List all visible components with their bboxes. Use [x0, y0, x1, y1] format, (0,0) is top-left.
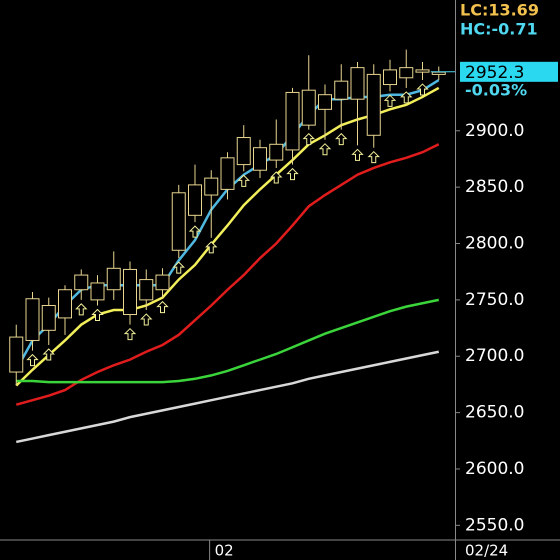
candle-body: [415, 69, 430, 73]
signal-arrow: [26, 353, 39, 367]
signal-arrow: [270, 171, 283, 184]
candle-body: [74, 274, 89, 291]
y-tick-label: 2900.0: [465, 121, 524, 141]
signal-arrow: [75, 303, 88, 316]
signal-arrow: [205, 241, 218, 254]
candle-body: [106, 267, 121, 291]
signal-arrow: [42, 348, 55, 361]
candle-body: [188, 184, 202, 216]
moving-average-line: [16, 298, 440, 384]
candle-body: [431, 71, 446, 75]
x-tick-label: 02: [215, 542, 234, 560]
candle-body: [220, 157, 235, 190]
y-tick-label: 2600.0: [465, 459, 524, 479]
candle-body: [9, 336, 24, 373]
last-price-box: [460, 61, 558, 82]
signal-arrow: [91, 308, 104, 322]
signal-arrow: [335, 132, 348, 146]
last-date-label: 02/24: [465, 542, 508, 560]
signal-arrow: [367, 150, 380, 164]
y-tick-label: 2650.0: [465, 403, 524, 423]
candle-body: [236, 137, 251, 166]
candle-body: [253, 147, 267, 171]
hc-label: HC:-0.71: [460, 20, 538, 39]
lc-label: LC:13.69: [460, 1, 539, 20]
candle-body: [301, 89, 316, 126]
change-label: -0.03%: [465, 81, 527, 100]
signal-arrow: [318, 143, 332, 156]
candle-body: [269, 143, 284, 161]
candle-body: [204, 177, 219, 196]
signal-arrow: [123, 327, 137, 341]
candle-body: [399, 67, 414, 79]
y-tick-label: 2750.0: [465, 290, 524, 310]
y-tick-label: 2550.0: [465, 515, 524, 535]
moving-average-line: [15, 143, 440, 406]
candle-body: [334, 80, 349, 100]
signal-arrow: [172, 261, 185, 274]
signal-arrow: [140, 313, 153, 326]
signal-arrow: [286, 167, 299, 181]
candle-body: [318, 94, 332, 110]
candle-body: [90, 282, 105, 301]
y-tick-label: 2700.0: [465, 346, 524, 366]
signal-arrow: [237, 174, 250, 187]
signal-arrow: [383, 94, 397, 107]
candle-body: [155, 274, 170, 291]
candle-body: [123, 268, 137, 316]
candle-body: [383, 69, 397, 86]
candle-body: [58, 289, 72, 319]
candle-body: [285, 91, 300, 151]
candle-body: [171, 192, 186, 251]
signal-arrow: [351, 148, 364, 161]
moving-average-line: [15, 350, 440, 444]
candle-body: [139, 279, 154, 301]
y-tick-label: 2850.0: [465, 177, 524, 197]
signal-arrow: [156, 300, 169, 314]
last-price-label: 2952.3: [465, 63, 524, 83]
signal-arrow: [416, 83, 429, 96]
candle-body: [25, 298, 40, 341]
signal-arrow: [188, 225, 202, 238]
candle-body: [350, 67, 365, 100]
y-tick-label: 2800.0: [465, 234, 524, 254]
signal-arrow: [302, 132, 315, 146]
candle-body: [41, 305, 56, 331]
candle-body: [366, 73, 381, 136]
signal-arrow: [400, 91, 413, 104]
